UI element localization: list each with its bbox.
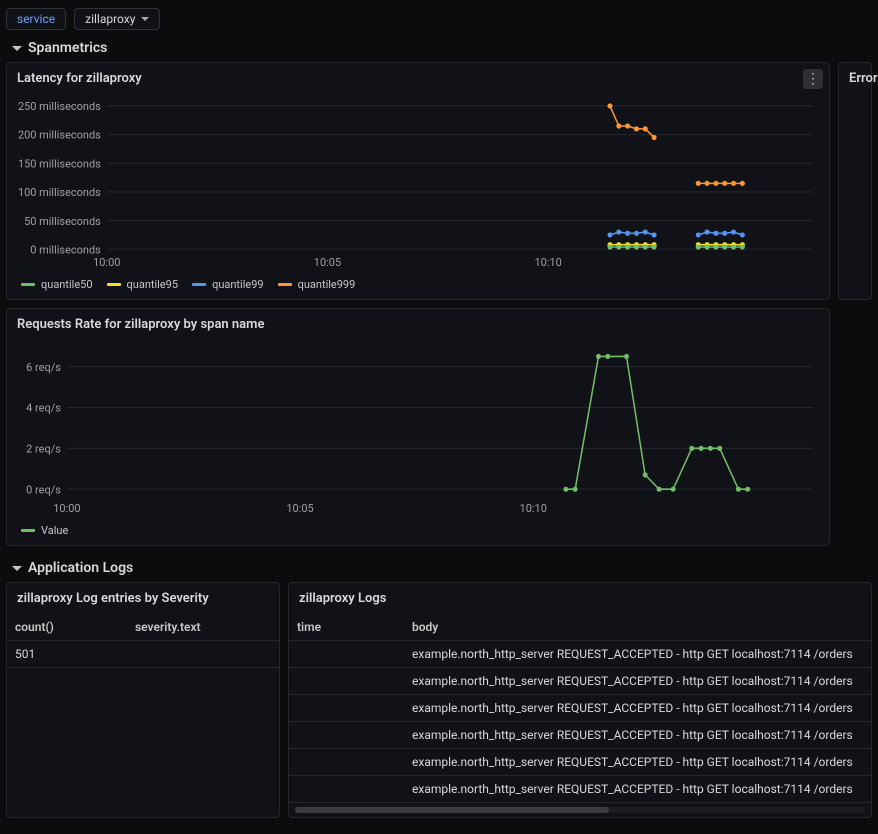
panel-title-error: Error R xyxy=(839,63,871,94)
col-count[interactable]: count() xyxy=(7,614,127,640)
panel-title-severity: zillaproxy Log entries by Severity xyxy=(7,583,279,614)
section-header-applogs[interactable]: Application Logs xyxy=(0,554,878,582)
legend-label: Value xyxy=(41,524,68,537)
section-header-spanmetrics[interactable]: Spanmetrics xyxy=(0,34,878,62)
filter-bar: service zillaproxy xyxy=(0,0,878,34)
svg-text:150 milliseconds: 150 milliseconds xyxy=(18,157,101,170)
row-rate: Requests Rate for zillaproxy by span nam… xyxy=(0,308,878,554)
cell-time xyxy=(289,722,404,748)
cell-severity xyxy=(127,641,279,667)
legend-item[interactable]: quantile95 xyxy=(107,278,179,291)
legend-label: quantile95 xyxy=(127,278,179,291)
legend-rate: Value xyxy=(7,520,829,545)
svg-text:4 req/s: 4 req/s xyxy=(26,401,61,414)
panel-menu-icon[interactable]: ⋮ xyxy=(803,69,823,89)
table-severity: count() severity.text 501 xyxy=(7,614,279,668)
legend-latency: quantile50 quantile95 quantile99 quantile99… xyxy=(7,274,829,299)
panel-logs: zillaproxy Logs time body example.north_… xyxy=(288,582,872,818)
chevron-down-icon xyxy=(12,566,22,571)
svg-text:10:00: 10:00 xyxy=(53,502,80,515)
legend-label: quantile99 xyxy=(212,278,264,291)
col-body[interactable]: body xyxy=(404,614,871,640)
chevron-down-icon xyxy=(141,17,149,21)
col-severity[interactable]: severity.text xyxy=(127,614,279,640)
filter-value-text: zillaproxy xyxy=(85,12,135,26)
svg-text:250 milliseconds: 250 milliseconds xyxy=(18,100,101,113)
cell-body: example.north_http_server REQUEST_ACCEPT… xyxy=(404,641,871,667)
filter-key-service[interactable]: service xyxy=(6,8,66,30)
section-title: Spanmetrics xyxy=(28,40,107,56)
svg-text:100 milliseconds: 100 milliseconds xyxy=(18,186,101,199)
panel-title-logs: zillaproxy Logs xyxy=(289,583,871,614)
cell-body: example.north_http_server REQUEST_ACCEPT… xyxy=(404,776,871,802)
svg-text:10:05: 10:05 xyxy=(286,502,313,515)
svg-text:10:05: 10:05 xyxy=(314,256,341,269)
panel-title-rate: Requests Rate for zillaproxy by span nam… xyxy=(7,309,829,340)
chart-latency[interactable]: 250 milliseconds 200 milliseconds 150 mill… xyxy=(7,94,829,274)
svg-text:10:10: 10:10 xyxy=(520,502,547,515)
chevron-down-icon xyxy=(12,46,22,51)
legend-item[interactable]: quantile50 xyxy=(21,278,93,291)
svg-text:50 milliseconds: 50 milliseconds xyxy=(24,215,101,228)
section-title: Application Logs xyxy=(28,560,133,576)
svg-text:0 req/s: 0 req/s xyxy=(26,483,61,496)
chart-rate[interactable]: 6 req/s 4 req/s 2 req/s 0 req/s 10:00 10:05 10… xyxy=(7,340,829,520)
table-row[interactable]: example.north_http_server REQUEST_ACCEPT… xyxy=(289,776,871,803)
cell-time xyxy=(289,695,404,721)
table-logs: time body example.north_http_server REQU… xyxy=(289,614,871,807)
cell-body: example.north_http_server REQUEST_ACCEPT… xyxy=(404,749,871,775)
legend-item[interactable]: quantile999 xyxy=(278,278,356,291)
panel-title-latency: Latency for zillaproxy xyxy=(7,63,829,94)
filter-value-dropdown[interactable]: zillaproxy xyxy=(74,8,160,30)
table-row[interactable]: example.north_http_server REQUEST_ACCEPT… xyxy=(289,722,871,749)
cell-time xyxy=(289,776,404,802)
svg-text:0 milliseconds: 0 milliseconds xyxy=(30,243,101,256)
table-row[interactable]: example.north_http_server REQUEST_ACCEPT… xyxy=(289,695,871,722)
cell-time xyxy=(289,749,404,775)
panel-request-rate: Requests Rate for zillaproxy by span nam… xyxy=(6,308,830,546)
horizontal-scrollbar[interactable] xyxy=(295,807,865,813)
svg-text:10:10: 10:10 xyxy=(535,256,562,269)
row-latency-error: Latency for zillaproxy ⋮ 250 millisecond… xyxy=(0,62,878,308)
legend-swatch xyxy=(278,283,292,286)
row-logs: zillaproxy Log entries by Severity count… xyxy=(0,582,878,826)
svg-text:2 req/s: 2 req/s xyxy=(26,442,61,455)
legend-item[interactable]: Value xyxy=(21,524,68,537)
legend-swatch xyxy=(192,283,206,286)
panel-error-rate: Error R xyxy=(838,62,872,300)
cell-count: 501 xyxy=(7,641,127,667)
legend-swatch xyxy=(21,529,35,532)
svg-text:10:00: 10:00 xyxy=(93,256,120,269)
legend-label: quantile50 xyxy=(41,278,93,291)
cell-body: example.north_http_server REQUEST_ACCEPT… xyxy=(404,722,871,748)
panel-latency: Latency for zillaproxy ⋮ 250 millisecond… xyxy=(6,62,830,300)
scrollbar-thumb[interactable] xyxy=(295,807,609,813)
legend-swatch xyxy=(107,283,121,286)
table-row[interactable]: example.north_http_server REQUEST_ACCEPT… xyxy=(289,668,871,695)
legend-item[interactable]: quantile99 xyxy=(192,278,264,291)
cell-time xyxy=(289,641,404,667)
table-row[interactable]: example.north_http_server REQUEST_ACCEPT… xyxy=(289,641,871,668)
table-row[interactable]: 501 xyxy=(7,641,279,668)
panel-severity: zillaproxy Log entries by Severity count… xyxy=(6,582,280,818)
col-time[interactable]: time xyxy=(289,614,404,640)
cell-time xyxy=(289,668,404,694)
table-row[interactable]: example.north_http_server REQUEST_ACCEPT… xyxy=(289,749,871,776)
cell-body: example.north_http_server REQUEST_ACCEPT… xyxy=(404,695,871,721)
cell-body: example.north_http_server REQUEST_ACCEPT… xyxy=(404,668,871,694)
legend-label: quantile999 xyxy=(298,278,356,291)
svg-text:6 req/s: 6 req/s xyxy=(26,361,61,374)
legend-swatch xyxy=(21,283,35,286)
table-header: time body xyxy=(289,614,871,641)
svg-text:200 milliseconds: 200 milliseconds xyxy=(18,129,101,142)
table-header: count() severity.text xyxy=(7,614,279,641)
